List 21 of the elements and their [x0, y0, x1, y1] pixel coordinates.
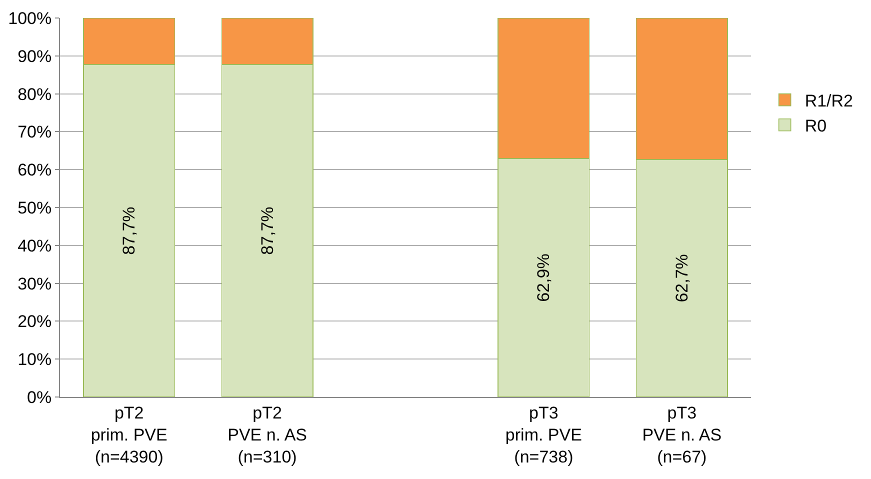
legend-label: R0 [804, 116, 827, 136]
y-tick-label: 60% [18, 160, 52, 180]
y-tick-label: 50% [18, 198, 52, 218]
legend-label: R1/R2 [804, 91, 854, 110]
y-tick-label: 30% [18, 274, 52, 294]
data-label: 87,7% [120, 206, 139, 255]
y-tick-label: 80% [18, 84, 52, 104]
x-tick-label: pT2 PVE n. AS (n=310) [228, 403, 307, 467]
x-tick-label: pT2 prim. PVE (n=4390) [90, 403, 168, 467]
data-label: 62,7% [672, 254, 692, 302]
y-tick-label: 10% [18, 350, 52, 370]
x-tick-label: pT3 PVE n. AS (n=67) [642, 403, 722, 467]
x-tick-label: pT3 prim. PVE (n=738) [505, 403, 582, 467]
y-tick-label: 0% [27, 388, 52, 407]
data-label: 62,9% [534, 254, 554, 302]
y-tick-label: 90% [18, 46, 52, 66]
y-tick-label: 40% [18, 236, 52, 256]
data-label: 87,7% [258, 206, 277, 255]
y-tick-label: 70% [18, 122, 52, 142]
y-tick-label: 20% [18, 312, 52, 332]
y-tick-label: 100% [8, 8, 52, 28]
